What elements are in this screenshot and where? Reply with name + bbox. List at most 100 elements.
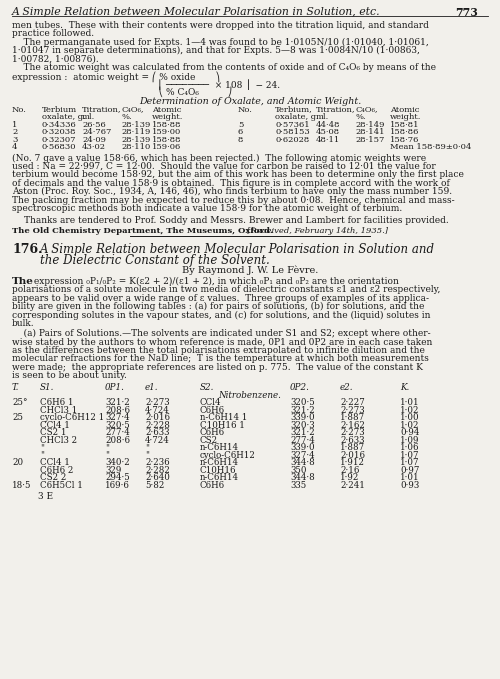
- Text: the Dielectric Constant of the Solvent.: the Dielectric Constant of the Solvent.: [40, 254, 270, 267]
- Text: 327·4: 327·4: [105, 413, 130, 422]
- Text: practice followed.: practice followed.: [12, 29, 94, 39]
- Text: 176.: 176.: [12, 243, 42, 256]
- Text: Atomic: Atomic: [152, 106, 182, 113]
- Text: 208·6: 208·6: [105, 436, 130, 445]
- Text: corresponding solutes in the vapour states, and (c) for solutions, and the (liqu: corresponding solutes in the vapour stat…: [12, 310, 430, 320]
- Text: 0·58153: 0·58153: [275, 128, 310, 136]
- Text: men tubes.  These with their contents were dropped into the titration liquid, an: men tubes. These with their contents wer…: [12, 21, 429, 30]
- Text: terbium would become 158·92, but the aim of this work has been to determine only: terbium would become 158·92, but the aim…: [12, 170, 464, 179]
- Text: 4: 4: [12, 143, 18, 151]
- Text: No.: No.: [238, 106, 253, 113]
- Text: 1·09: 1·09: [400, 436, 419, 445]
- Text: CCl4 1: CCl4 1: [40, 458, 70, 467]
- Text: ml.: ml.: [82, 113, 95, 121]
- Text: 18·5: 18·5: [12, 481, 32, 490]
- Text: 158·88: 158·88: [152, 136, 182, 143]
- Text: Atomic: Atomic: [390, 106, 420, 113]
- Text: Thanks are tendered to Prof. Soddy and Messrs. Brewer and Lambert for facilities: Thanks are tendered to Prof. Soddy and M…: [24, 217, 449, 225]
- Text: wise stated by the authors to whom reference is made, 0P1 and 0P2 are in each ca: wise stated by the authors to whom refer…: [12, 337, 432, 346]
- Text: 277·4: 277·4: [105, 428, 130, 437]
- Text: 1·912: 1·912: [340, 458, 365, 467]
- Text: No.: No.: [12, 106, 27, 113]
- Text: as the differences between the total polarisations extrapolated to infinite dilu: as the differences between the total pol…: [12, 346, 425, 355]
- Text: 28·157: 28·157: [355, 136, 384, 143]
- Text: S1.: S1.: [40, 382, 54, 392]
- Text: 1·887: 1·887: [340, 413, 365, 422]
- Text: n-C6H14: n-C6H14: [200, 473, 239, 482]
- Text: ": ": [40, 443, 44, 452]
- Text: C6H5Cl 1: C6H5Cl 1: [40, 481, 83, 490]
- Text: spectroscopic methods both indicate a value 158·9 for the atomic weight of terbi: spectroscopic methods both indicate a va…: [12, 204, 402, 213]
- Text: 1: 1: [12, 121, 18, 128]
- Text: 28·110: 28·110: [121, 143, 150, 151]
- Text: bility are given in the following tables : (a) for pairs of solutions, (b) for s: bility are given in the following tables…: [12, 302, 424, 311]
- Text: 2·273: 2·273: [145, 398, 170, 407]
- Text: C₄O₆,: C₄O₆,: [121, 106, 144, 113]
- Text: molecular refractions for the NaD line;  T is the temperature at which both meas: molecular refractions for the NaD line; …: [12, 354, 429, 363]
- Text: 1·07: 1·07: [400, 458, 419, 467]
- Text: weight.: weight.: [152, 113, 184, 121]
- Text: 1·01: 1·01: [400, 398, 419, 407]
- Text: 773: 773: [455, 7, 478, 18]
- Text: 1·02: 1·02: [400, 405, 419, 415]
- Text: %.: %.: [355, 113, 366, 121]
- Text: 158·76: 158·76: [390, 136, 420, 143]
- Text: 43·02: 43·02: [82, 143, 106, 151]
- Text: ⎝ % C₄O₆          ⎠: ⎝ % C₄O₆ ⎠: [12, 86, 232, 97]
- Text: polarisations of a solute molecule in two media of dielectric constants ε1 and ε: polarisations of a solute molecule in tw…: [12, 285, 440, 294]
- Text: 1·00782, 1·00876).: 1·00782, 1·00876).: [12, 54, 99, 64]
- Text: 1·01047 in separate determinations), and that for Expts. 5—8 was 1·0084N/10 (1·0: 1·01047 in separate determinations), and…: [12, 46, 420, 55]
- Text: A Simple Relation between Molecular Polarisation in Solution, etc.: A Simple Relation between Molecular Pola…: [12, 7, 380, 17]
- Text: CCl4: CCl4: [200, 398, 222, 407]
- Text: oxalate, g.: oxalate, g.: [42, 113, 86, 121]
- Text: 6: 6: [238, 128, 243, 136]
- Text: oxalate, g.: oxalate, g.: [275, 113, 319, 121]
- Text: weight.: weight.: [390, 113, 422, 121]
- Text: cyclo-C6H12 1: cyclo-C6H12 1: [40, 413, 104, 422]
- Text: The atomic weight was calculated from the contents of oxide and of C₄O₆ by means: The atomic weight was calculated from th…: [12, 63, 436, 72]
- Text: 0·97: 0·97: [400, 466, 419, 475]
- Text: 26·56: 26·56: [82, 121, 106, 128]
- Text: 48·11: 48·11: [316, 136, 340, 143]
- Text: 340·2: 340·2: [105, 458, 130, 467]
- Text: 1·887: 1·887: [340, 443, 365, 452]
- Text: e2.: e2.: [340, 382, 353, 392]
- Text: C₄O₆,: C₄O₆,: [355, 106, 378, 113]
- Text: 2·273: 2·273: [340, 428, 364, 437]
- Text: cyclo-C6H12: cyclo-C6H12: [200, 451, 256, 460]
- Text: ml.: ml.: [316, 113, 329, 121]
- Text: 1·92: 1·92: [340, 473, 359, 482]
- Text: Titration,: Titration,: [316, 106, 356, 113]
- Text: 344·8: 344·8: [290, 458, 315, 467]
- Text: 45·08: 45·08: [316, 128, 340, 136]
- Text: 277·4: 277·4: [290, 436, 315, 445]
- Text: C10H16: C10H16: [200, 466, 236, 475]
- Text: 5·82: 5·82: [145, 481, 165, 490]
- Text: 2·016: 2·016: [340, 451, 365, 460]
- Text: ": ": [40, 451, 44, 460]
- Text: 25°: 25°: [12, 398, 28, 407]
- Text: 169·6: 169·6: [105, 481, 130, 490]
- Text: 320·5: 320·5: [105, 420, 130, 430]
- Text: 0P2.: 0P2.: [290, 382, 310, 392]
- Text: expression ₀P₁/₀P₂ = K(ε2 + 2)/(ε1 + 2), in which ₀P₁ and ₀P₂ are the orientatio: expression ₀P₁/₀P₂ = K(ε2 + 2)/(ε1 + 2),…: [31, 277, 399, 286]
- Text: used : Na = 22·997, C = 12·00.  Should the value for carbon be raised to 12·01 t: used : Na = 22·997, C = 12·00. Should th…: [12, 162, 436, 171]
- Text: 350: 350: [290, 466, 306, 475]
- Text: 158·88: 158·88: [152, 121, 182, 128]
- Text: e1.: e1.: [145, 382, 158, 392]
- Text: Aston (Proc. Roy. Soc., 1934, A, 146, 46), who finds terbium to have only the ma: Aston (Proc. Roy. Soc., 1934, A, 146, 46…: [12, 187, 452, 196]
- Text: ": ": [145, 443, 149, 452]
- Text: 1·07: 1·07: [400, 451, 419, 460]
- Text: 0·32307: 0·32307: [42, 136, 76, 143]
- Text: (a) Pairs of Solutions.—The solvents are indicated under S1 and S2; except where: (a) Pairs of Solutions.—The solvents are…: [12, 329, 430, 338]
- Text: 4·724: 4·724: [145, 405, 170, 415]
- Text: 2·633: 2·633: [340, 436, 364, 445]
- Text: 3: 3: [12, 136, 18, 143]
- Text: 8: 8: [238, 136, 244, 143]
- Text: 327·4: 327·4: [290, 451, 314, 460]
- Text: Terbium: Terbium: [42, 106, 77, 113]
- Text: S2.: S2.: [200, 382, 214, 392]
- Text: 339·0: 339·0: [290, 413, 314, 422]
- Text: ⎜ ────────  × 108 ⎟  − 24.: ⎜ ──────── × 108 ⎟ − 24.: [12, 79, 280, 90]
- Text: %.: %.: [121, 113, 132, 121]
